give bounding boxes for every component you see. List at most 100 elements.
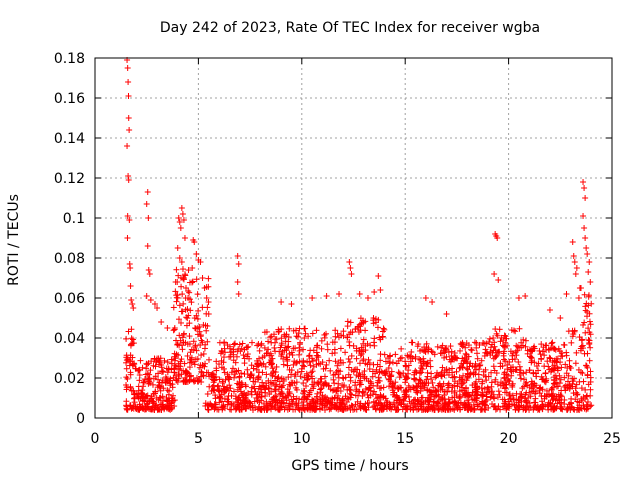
data-point <box>257 406 264 413</box>
data-point <box>321 380 328 387</box>
data-point <box>154 305 161 311</box>
data-point <box>478 357 485 364</box>
data-point <box>228 400 235 407</box>
data-point <box>143 406 150 413</box>
data-point <box>305 333 312 340</box>
data-point <box>171 326 178 333</box>
data-point <box>292 400 299 407</box>
data-point <box>205 283 212 290</box>
data-point <box>128 335 135 342</box>
data-point <box>527 393 534 400</box>
data-point <box>174 341 181 348</box>
data-point <box>280 377 287 384</box>
data-point <box>273 396 280 403</box>
data-point <box>164 359 171 366</box>
data-point <box>244 366 251 373</box>
data-point <box>376 394 383 401</box>
data-point <box>123 357 130 364</box>
data-point <box>398 345 405 352</box>
data-point <box>235 261 242 267</box>
data-point <box>528 355 535 362</box>
data-point <box>146 271 153 277</box>
data-point <box>148 358 155 365</box>
data-point <box>422 295 429 301</box>
data-point <box>149 399 156 406</box>
data-point <box>535 367 542 374</box>
data-point <box>307 400 314 407</box>
data-point <box>286 406 293 413</box>
data-point <box>462 350 469 357</box>
data-point <box>182 285 189 291</box>
data-point <box>530 384 537 391</box>
data-point <box>519 385 526 392</box>
data-point <box>179 334 186 341</box>
data-point <box>179 291 186 298</box>
data-point <box>126 362 133 369</box>
data-point <box>276 397 283 404</box>
data-point <box>357 403 364 410</box>
data-point <box>380 325 387 332</box>
data-point <box>527 404 534 411</box>
data-point <box>513 390 520 397</box>
data-point <box>174 295 181 301</box>
data-point <box>188 354 195 361</box>
data-point <box>360 319 367 326</box>
data-point <box>432 393 439 400</box>
data-point <box>402 379 409 386</box>
data-point <box>159 404 166 411</box>
data-point <box>203 295 210 301</box>
data-point <box>263 380 270 387</box>
data-point <box>150 406 157 413</box>
data-point <box>588 402 595 409</box>
data-point <box>231 368 238 375</box>
data-point <box>557 359 564 366</box>
x-tick-label: 5 <box>194 431 203 447</box>
data-point <box>431 398 438 405</box>
data-point <box>469 389 476 396</box>
data-point <box>362 327 369 334</box>
data-point <box>382 368 389 375</box>
data-point <box>439 342 446 349</box>
data-point <box>538 341 545 348</box>
data-point <box>286 389 293 396</box>
data-point <box>556 395 563 402</box>
data-point <box>197 259 204 265</box>
data-point <box>462 404 469 411</box>
data-point <box>184 352 191 359</box>
data-point <box>503 381 510 388</box>
data-point <box>144 392 151 399</box>
data-point <box>568 339 575 346</box>
data-point <box>372 319 379 326</box>
data-point <box>186 289 193 296</box>
data-point <box>177 225 184 231</box>
data-point <box>186 364 193 371</box>
data-point <box>173 372 180 379</box>
data-point <box>276 400 283 407</box>
data-point <box>577 405 584 412</box>
data-point <box>414 383 421 390</box>
data-point <box>232 340 239 347</box>
data-point <box>347 394 354 401</box>
data-point <box>584 371 591 378</box>
data-point <box>255 376 262 383</box>
data-point <box>272 348 279 355</box>
data-point <box>572 396 579 403</box>
data-point <box>357 315 364 322</box>
data-point <box>346 404 353 411</box>
data-point <box>458 360 465 367</box>
data-point <box>411 376 418 383</box>
data-point <box>125 177 132 183</box>
data-point <box>518 393 525 400</box>
data-point <box>198 352 205 359</box>
data-point <box>180 377 187 384</box>
data-point <box>272 405 279 412</box>
data-point <box>492 354 499 361</box>
data-point <box>380 405 387 412</box>
data-point <box>203 369 210 376</box>
data-point <box>445 400 452 407</box>
data-point <box>339 374 346 381</box>
data-point <box>385 364 392 371</box>
data-point <box>218 398 225 405</box>
data-point <box>567 364 574 371</box>
data-point <box>273 392 280 399</box>
